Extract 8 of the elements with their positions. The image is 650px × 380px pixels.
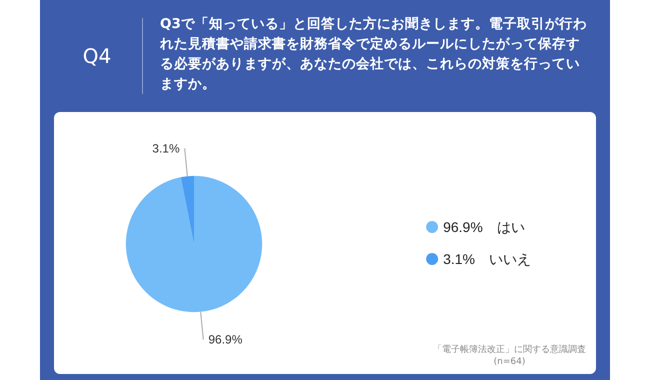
data-label: 96.9% bbox=[208, 332, 243, 347]
chart-subtitle: Q3で「知っている」と回答した方にお聞きします。電子取引が行われた見積書や請求書を財務省令で定めるルールにしたがって保存する必要がありますが、あなたの会社では、これらの対策を行っていますか。 bbox=[160, 15, 588, 94]
legend-label: 96.9% はい bbox=[443, 219, 525, 235]
legend-label: 3.1% いいえ bbox=[443, 251, 532, 267]
text: (n=64) bbox=[492, 356, 526, 368]
chart-title: Q4 bbox=[52, 18, 143, 94]
text: 「電子帳簿法改正」に関する意識調査 bbox=[433, 344, 586, 356]
data-label: 3.1% bbox=[152, 141, 180, 156]
